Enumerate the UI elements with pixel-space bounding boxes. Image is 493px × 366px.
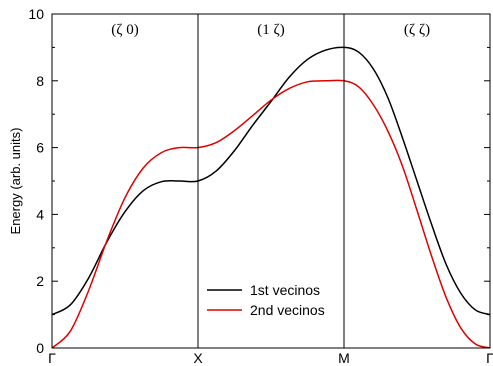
y-tick-label: 0	[36, 340, 44, 356]
legend-label-2: 2nd vecinos	[250, 302, 325, 318]
x-tick-label: Γ	[48, 350, 56, 366]
segment-label: (1 ζ)	[257, 22, 284, 38]
y-tick-label: 2	[36, 273, 44, 289]
x-tick-label: M	[338, 350, 350, 366]
y-axis-label: Energy (arb. units)	[8, 128, 23, 235]
legend-label-1: 1st vecinos	[250, 282, 320, 298]
series-line-2	[51, 79, 491, 349]
segment-labels: (ζ 0) (1 ζ) (ζ ζ)	[111, 22, 430, 38]
segment-dividers	[197, 14, 345, 348]
x-tick-label: X	[193, 350, 203, 366]
legend: 1st vecinos 2nd vecinos	[207, 282, 325, 318]
series-layer	[51, 46, 491, 349]
axis-ticks	[52, 13, 490, 349]
y-tick-label: 4	[36, 206, 44, 222]
y-tick-label: 8	[36, 73, 44, 89]
segment-label: (ζ ζ)	[404, 22, 430, 38]
x-tick-label: Γ	[486, 350, 493, 366]
y-tick-label: 10	[28, 6, 44, 22]
tick-labels: 0 2 4 6 8 10 Γ X M Γ	[28, 6, 493, 366]
series-line-1	[51, 46, 491, 316]
segment-label: (ζ 0)	[111, 22, 138, 38]
y-tick-label: 6	[36, 140, 44, 156]
